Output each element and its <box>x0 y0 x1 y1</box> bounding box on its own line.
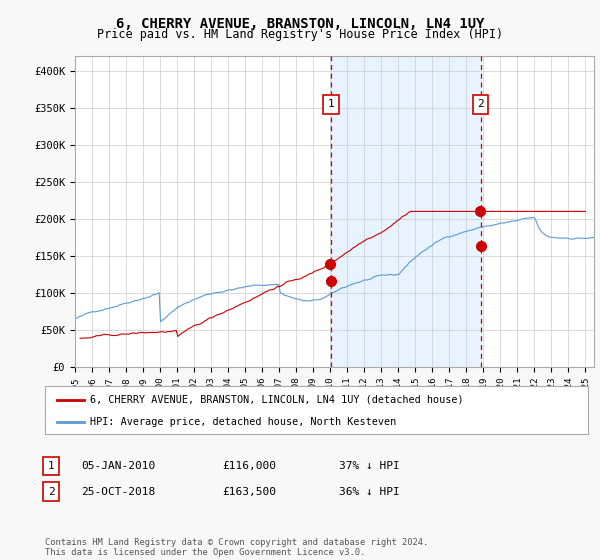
Text: Price paid vs. HM Land Registry's House Price Index (HPI): Price paid vs. HM Land Registry's House … <box>97 28 503 41</box>
Text: 6, CHERRY AVENUE, BRANSTON, LINCOLN, LN4 1UY: 6, CHERRY AVENUE, BRANSTON, LINCOLN, LN4… <box>116 17 484 31</box>
Bar <box>331 56 481 367</box>
Text: 6, CHERRY AVENUE, BRANSTON, LINCOLN, LN4 1UY (detached house): 6, CHERRY AVENUE, BRANSTON, LINCOLN, LN4… <box>89 395 463 405</box>
Text: 25-OCT-2018: 25-OCT-2018 <box>81 487 155 497</box>
Text: £116,000: £116,000 <box>222 461 276 471</box>
Text: 36% ↓ HPI: 36% ↓ HPI <box>339 487 400 497</box>
Text: 2: 2 <box>47 487 55 497</box>
Text: HPI: Average price, detached house, North Kesteven: HPI: Average price, detached house, Nort… <box>89 417 396 427</box>
Text: 05-JAN-2010: 05-JAN-2010 <box>81 461 155 471</box>
Text: £163,500: £163,500 <box>222 487 276 497</box>
Text: 1: 1 <box>328 99 334 109</box>
Text: Contains HM Land Registry data © Crown copyright and database right 2024.
This d: Contains HM Land Registry data © Crown c… <box>45 538 428 557</box>
Text: 2: 2 <box>477 99 484 109</box>
Text: 37% ↓ HPI: 37% ↓ HPI <box>339 461 400 471</box>
Text: 1: 1 <box>47 461 55 471</box>
